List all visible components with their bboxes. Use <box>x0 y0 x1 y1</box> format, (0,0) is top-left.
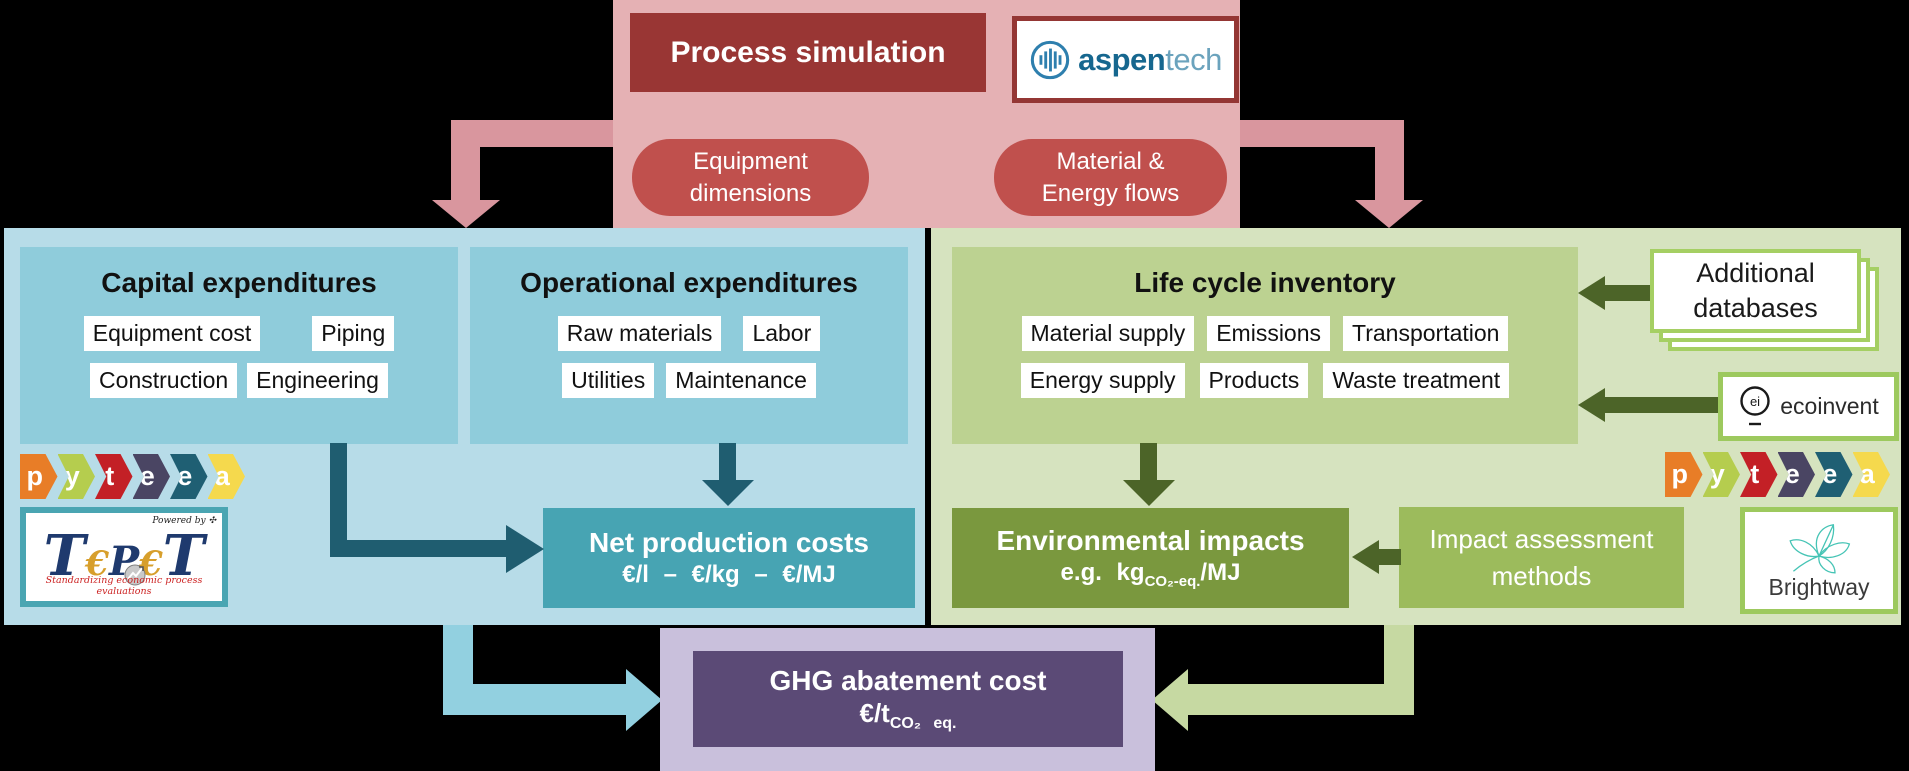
brightway-logo: Brightway <box>1740 507 1898 614</box>
operational-expenditures-box: Operational expenditures Raw materials L… <box>470 247 908 444</box>
pyteea-chevron-y: y <box>57 454 95 499</box>
env-title: Environmental impacts <box>996 525 1305 557</box>
arrow-opex-to-npc <box>719 443 736 482</box>
pyteea-logo-left: p y t e e a <box>20 454 245 499</box>
iam-line2: methods <box>1491 560 1592 591</box>
chip-construction: Construction <box>90 363 238 398</box>
chip-products: Products <box>1199 363 1309 398</box>
tea-panel: Capital expenditures Equipment cost Pipi… <box>4 228 925 625</box>
arrowhead-additionaldb-to-lci <box>1578 276 1605 310</box>
arrow-ecoinvent-to-lci <box>1605 397 1718 413</box>
additional-databases-box: Additional databases <box>1650 249 1861 333</box>
lci-title: Life cycle inventory <box>1134 267 1396 298</box>
process-simulation-title: Process simulation <box>670 35 946 69</box>
aspentech-wordmark-light: tech <box>1165 41 1222 77</box>
ghg-units: €/tCO₂ eq. <box>859 698 957 733</box>
tepet-tagline: Standardizing economic process evaluatio… <box>45 575 203 597</box>
equipment-dimensions-line2: dimensions <box>689 179 812 207</box>
tepet-powered-by: Powered by ✣ <box>152 516 216 526</box>
ecoinvent-icon: ei <box>1740 385 1770 425</box>
pyteea-chevron-t: t <box>1740 452 1778 497</box>
material-energy-line2: Energy flows <box>1041 179 1180 207</box>
environmental-impacts-box: Environmental impacts e.g. kgCO₂-eq./MJ <box>952 508 1349 608</box>
arrowhead-lci-to-env <box>1123 480 1175 506</box>
pyteea-chevron-e1: e <box>132 454 170 499</box>
process-simulation-box: Process simulation <box>630 13 986 92</box>
chip-energy-supply: Energy supply <box>1020 363 1185 398</box>
equipment-dimensions-line1: Equipment <box>693 148 808 176</box>
arrow-env-to-ghg-horizontal <box>1188 684 1414 715</box>
capital-expenditures-box: Capital expenditures Equipment cost Pipi… <box>20 247 458 444</box>
lca-panel: Life cycle inventory Material supply Emi… <box>931 228 1901 625</box>
svg-text:ei: ei <box>1750 394 1760 409</box>
additional-databases-line1: Additional <box>1696 257 1815 288</box>
chip-material-supply: Material supply <box>1021 316 1195 351</box>
pyteea-chevron-p: p <box>20 454 58 499</box>
tepet-chart-ball-icon <box>124 564 146 586</box>
arrowhead-npc-to-ghg <box>626 669 662 731</box>
tepet-logo: Powered by ✣ T€P€T Standardizing economi… <box>20 507 228 607</box>
pyteea-chevron-a: a <box>207 454 245 499</box>
brightway-leaves-icon <box>1789 524 1851 574</box>
arrow-capex-to-npc-horizontal <box>330 540 506 557</box>
brightway-wordmark: Brightway <box>1768 574 1870 600</box>
aspentech-logo: aspentech <box>1012 16 1239 103</box>
pyteea-chevron-y: y <box>1702 452 1740 497</box>
chip-maintenance: Maintenance <box>666 363 816 398</box>
ecoinvent-wordmark: ecoinvent <box>1780 393 1879 419</box>
capex-title: Capital expenditures <box>101 267 377 298</box>
ecoinvent-logo: ei ecoinvent <box>1718 372 1899 441</box>
arrow-capex-to-npc-vertical <box>330 443 347 557</box>
opex-title: Operational expenditures <box>520 267 858 298</box>
equipment-dimensions-pill: Equipment dimensions <box>632 139 869 216</box>
npc-units: €/l – €/kg – €/MJ <box>622 560 836 588</box>
ghg-panel: GHG abatement cost €/tCO₂ eq. <box>660 628 1155 771</box>
pyteea-chevron-e1: e <box>1777 452 1815 497</box>
pyteea-chevron-t: t <box>95 454 133 499</box>
process-simulation-panel: Process simulation aspentech Equipment d… <box>613 0 1240 228</box>
aspentech-wordmark-bold: aspen <box>1078 41 1166 77</box>
additional-databases-line2: databases <box>1693 293 1818 323</box>
pyteea-chevron-a: a <box>1852 452 1890 497</box>
material-energy-flows-pill: Material & Energy flows <box>994 139 1227 216</box>
arrow-npc-to-ghg-horizontal <box>443 684 627 715</box>
chip-raw-materials: Raw materials <box>557 316 722 351</box>
chip-emissions: Emissions <box>1207 316 1331 351</box>
npc-title: Net production costs <box>588 527 869 559</box>
chip-labor: Labor <box>743 316 821 351</box>
pyteea-chevron-e2: e <box>1815 452 1853 497</box>
life-cycle-inventory-box: Life cycle inventory Material supply Emi… <box>952 247 1578 444</box>
material-energy-line1: Material & <box>1056 148 1165 176</box>
arrowhead-iam-to-env <box>1352 540 1379 574</box>
arrowhead-process-to-lca <box>1355 200 1423 228</box>
iam-line1: Impact assessment <box>1429 524 1654 555</box>
arrow-additionaldb-to-lci <box>1605 285 1650 301</box>
tepet-wordmark: T€P€T <box>43 523 205 589</box>
chip-equipment-cost: Equipment cost <box>83 316 261 351</box>
pyteea-logo-right: p y t e e a <box>1665 452 1890 497</box>
chip-engineering: Engineering <box>247 363 388 398</box>
arrow-process-to-tea-vertical <box>451 120 480 202</box>
aspentech-icon <box>1030 40 1070 79</box>
env-units: e.g. kgCO₂-eq./MJ <box>1060 558 1241 590</box>
arrowhead-capex-to-npc <box>506 525 544 573</box>
pyteea-chevron-e2: e <box>170 454 208 499</box>
arrow-process-to-lca-vertical <box>1375 120 1404 202</box>
arrowhead-ecoinvent-to-lci <box>1578 388 1605 422</box>
net-production-costs-box: Net production costs €/l – €/kg – €/MJ <box>543 508 915 608</box>
chip-transportation: Transportation <box>1343 316 1509 351</box>
pyteea-chevron-p: p <box>1665 452 1703 497</box>
chip-piping: Piping <box>312 316 395 351</box>
ghg-abatement-cost-box: GHG abatement cost €/tCO₂ eq. <box>693 651 1123 747</box>
chip-utilities: Utilities <box>562 363 655 398</box>
chip-waste-treatment: Waste treatment <box>1323 363 1510 398</box>
arrow-iam-to-env <box>1379 549 1401 565</box>
ghg-title: GHG abatement cost <box>769 664 1047 696</box>
arrowhead-opex-to-npc <box>702 480 754 506</box>
impact-assessment-methods-box: Impact assessment methods <box>1399 507 1684 608</box>
arrow-lci-to-env <box>1140 443 1157 482</box>
arrowhead-process-to-tea <box>432 200 500 228</box>
arrowhead-env-to-ghg <box>1152 669 1188 731</box>
